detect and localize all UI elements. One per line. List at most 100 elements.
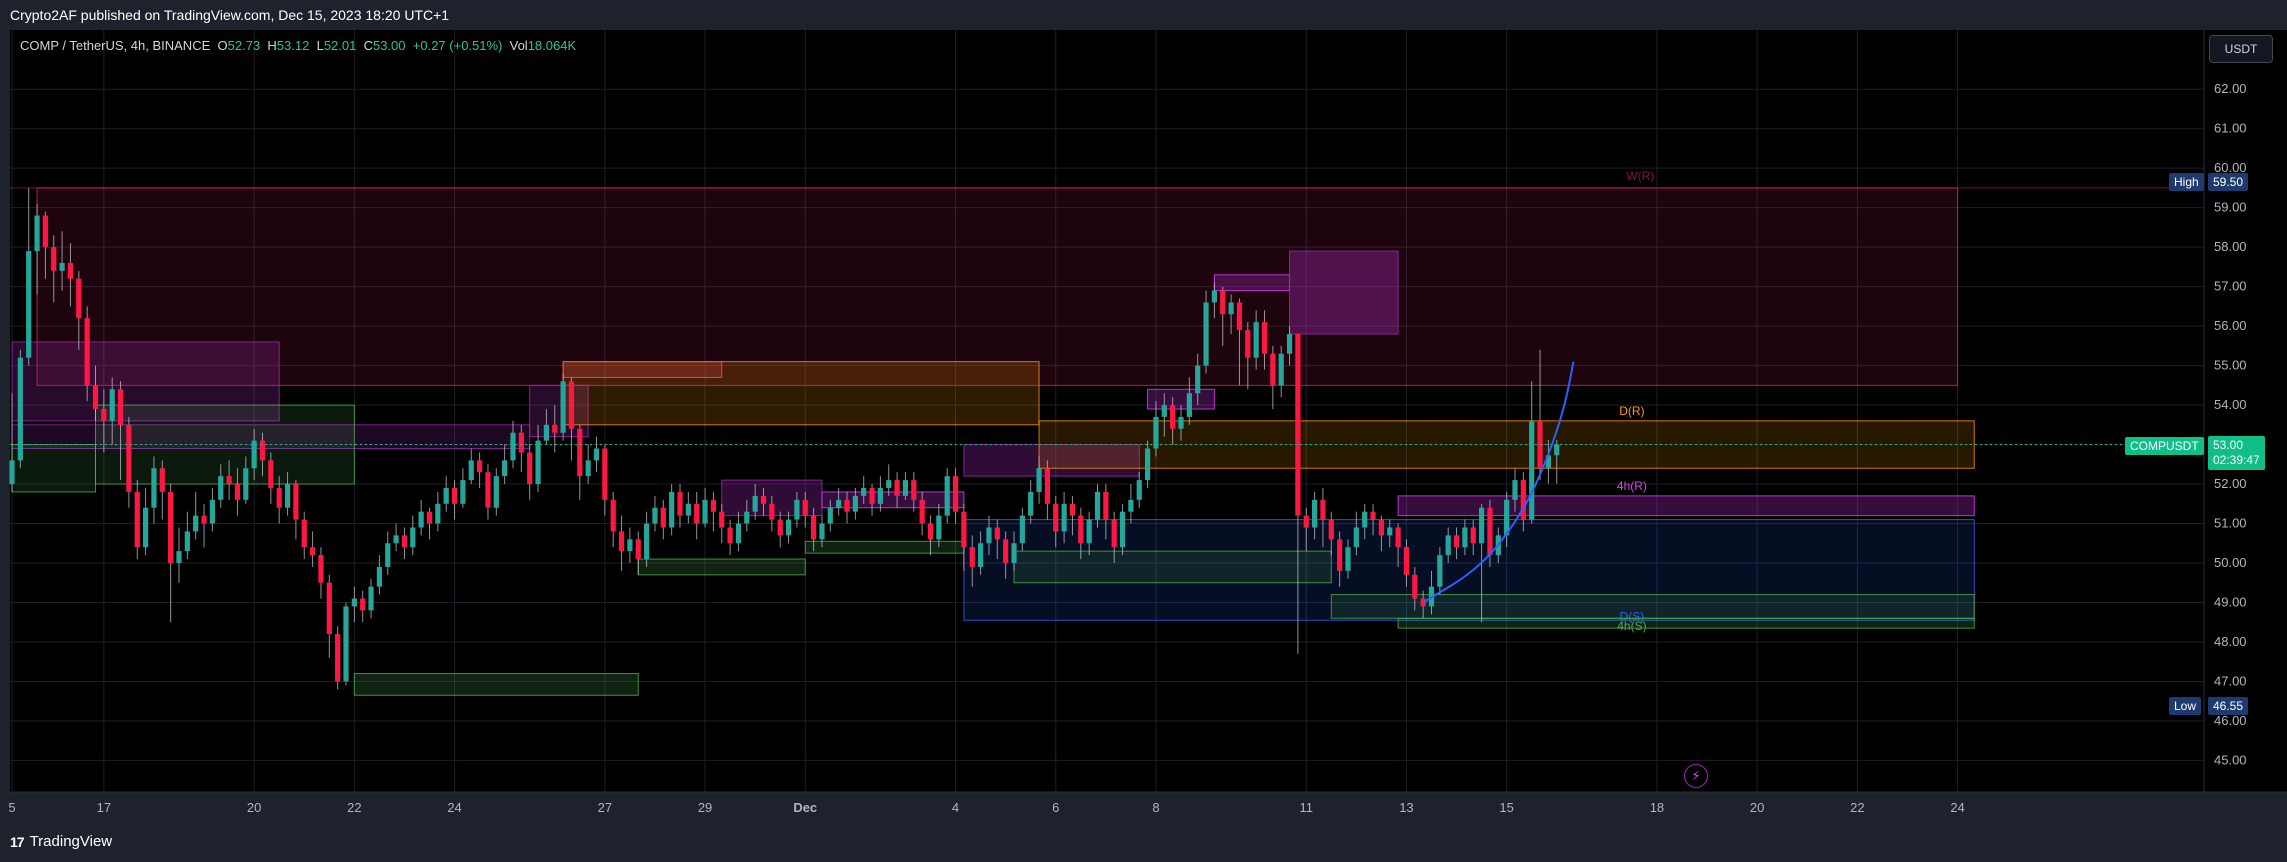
candle-body bbox=[1203, 302, 1209, 366]
candle-body bbox=[117, 389, 124, 425]
candle-body bbox=[1395, 527, 1401, 548]
time-tick-label: Dec bbox=[793, 800, 817, 815]
zone-box bbox=[1397, 617, 1975, 629]
candle-body bbox=[84, 318, 90, 386]
candle-body bbox=[1078, 515, 1084, 544]
candle-body bbox=[1236, 302, 1243, 331]
open-key: O bbox=[217, 38, 228, 53]
candle-body bbox=[986, 527, 992, 544]
parabolic-curve bbox=[1422, 361, 1575, 604]
candle-body bbox=[1228, 302, 1234, 315]
currency-button[interactable]: USDT bbox=[2209, 35, 2273, 63]
time-axis[interactable]: 5 17 20 22 24 27 29 Dec 4 6 8 11 13 15 18 20 22 24 bbox=[8, 800, 1964, 815]
candle-body bbox=[26, 251, 32, 358]
candle-body bbox=[1554, 444, 1560, 456]
candle-body bbox=[902, 480, 909, 496]
candle-body bbox=[1061, 503, 1067, 532]
candle-body bbox=[727, 527, 733, 544]
candle-body bbox=[677, 491, 683, 516]
time-tick-label: 15 bbox=[1499, 800, 1513, 815]
candle-body bbox=[134, 491, 140, 548]
candle-body bbox=[819, 523, 825, 540]
candle-body bbox=[1412, 574, 1418, 599]
candle-body bbox=[552, 424, 558, 433]
candle-body bbox=[318, 555, 324, 583]
candle-body bbox=[1470, 527, 1476, 544]
candle-body bbox=[1186, 393, 1192, 417]
zone-layer: W(R) D(R) D(S)4h(S) 4h(R) bbox=[11, 169, 1975, 696]
candle-body bbox=[1504, 499, 1510, 536]
candle-body bbox=[886, 480, 892, 488]
low-label: Low bbox=[2169, 697, 2202, 715]
candle-body bbox=[936, 515, 942, 540]
candle-body bbox=[952, 476, 959, 512]
candle-body bbox=[794, 499, 800, 520]
candle-body bbox=[627, 539, 633, 552]
price-tick-label: 59.00 bbox=[2214, 200, 2247, 215]
candle-body bbox=[518, 432, 524, 453]
zone-box bbox=[1330, 594, 1975, 619]
candle-body bbox=[401, 535, 408, 548]
last-price-value: 53.00 bbox=[2213, 438, 2244, 452]
candle-body bbox=[927, 523, 934, 540]
last-price-tag: 53.00 02:39:47 bbox=[2208, 436, 2265, 470]
price-tick-label: 48.00 bbox=[2214, 634, 2247, 649]
candle-body bbox=[426, 511, 433, 524]
footer-bar: 17 TradingView bbox=[0, 822, 2287, 862]
candle-body bbox=[1136, 480, 1142, 500]
candle-body bbox=[293, 484, 299, 520]
candle-body bbox=[284, 484, 291, 508]
published-text: Crypto2AF published on TradingView.com, … bbox=[10, 7, 450, 23]
time-tick-label: 22 bbox=[347, 800, 361, 815]
candle-body bbox=[1153, 416, 1159, 449]
candle-body bbox=[1320, 499, 1326, 520]
time-tick-label: 20 bbox=[247, 800, 261, 815]
last-price-symbol-tag: COMPUSDT bbox=[2125, 437, 2204, 455]
candle-body bbox=[410, 527, 416, 548]
candle-body bbox=[368, 586, 374, 611]
time-tick-label: 13 bbox=[1399, 800, 1413, 815]
price-chart[interactable]: W(R)D(R)D(S)4h(S)4h(R) 45.0046.0047.0048… bbox=[0, 30, 2287, 822]
time-tick-label: 11 bbox=[1300, 800, 1314, 815]
candle-body bbox=[1028, 491, 1034, 516]
candle-body bbox=[443, 487, 449, 504]
candle-body bbox=[1053, 503, 1059, 532]
candle-body bbox=[335, 634, 341, 682]
candle-body bbox=[1036, 468, 1042, 492]
candle-body bbox=[435, 503, 441, 524]
candle-body bbox=[1019, 515, 1025, 544]
candle-body bbox=[894, 480, 900, 496]
tradingview-logo[interactable]: 17 TradingView bbox=[10, 833, 112, 850]
candle-body bbox=[1245, 330, 1251, 358]
change-value: +0.27 (+0.51%) bbox=[412, 38, 503, 53]
candle-body bbox=[660, 507, 666, 528]
candle-body bbox=[485, 472, 491, 508]
candle-body bbox=[811, 515, 817, 540]
candle-body bbox=[568, 381, 575, 429]
candle-body bbox=[836, 499, 842, 508]
volume-key: Vol bbox=[509, 38, 528, 53]
candle-body bbox=[610, 499, 616, 532]
time-tick-label: 29 bbox=[698, 800, 712, 815]
candle-body bbox=[1345, 547, 1351, 571]
time-tick-label: 4 bbox=[952, 800, 959, 815]
zone-box bbox=[821, 491, 965, 509]
candle-body bbox=[1445, 535, 1451, 556]
candle-body bbox=[1378, 519, 1384, 536]
tradingview-logo-icon: 17 bbox=[10, 833, 25, 850]
candle-body bbox=[1512, 480, 1518, 500]
candle-body bbox=[1111, 519, 1117, 548]
candle-body bbox=[243, 468, 249, 500]
zone-box bbox=[562, 361, 723, 378]
time-tick-label: 5 bbox=[8, 800, 15, 815]
price-tick-label: 54.00 bbox=[2214, 397, 2247, 412]
symbol-legend[interactable]: COMP / TetherUS, 4h, BINANCE O52.73 H53.… bbox=[20, 38, 576, 53]
candle-body bbox=[694, 503, 700, 524]
candle-body bbox=[1453, 535, 1460, 548]
candle-body bbox=[184, 531, 190, 552]
lightning-icon[interactable]: ⚡ bbox=[1684, 764, 1708, 788]
candle-body bbox=[126, 424, 132, 492]
open-value: 52.73 bbox=[227, 38, 261, 53]
candle-body bbox=[911, 480, 917, 500]
candle-body bbox=[744, 511, 750, 524]
